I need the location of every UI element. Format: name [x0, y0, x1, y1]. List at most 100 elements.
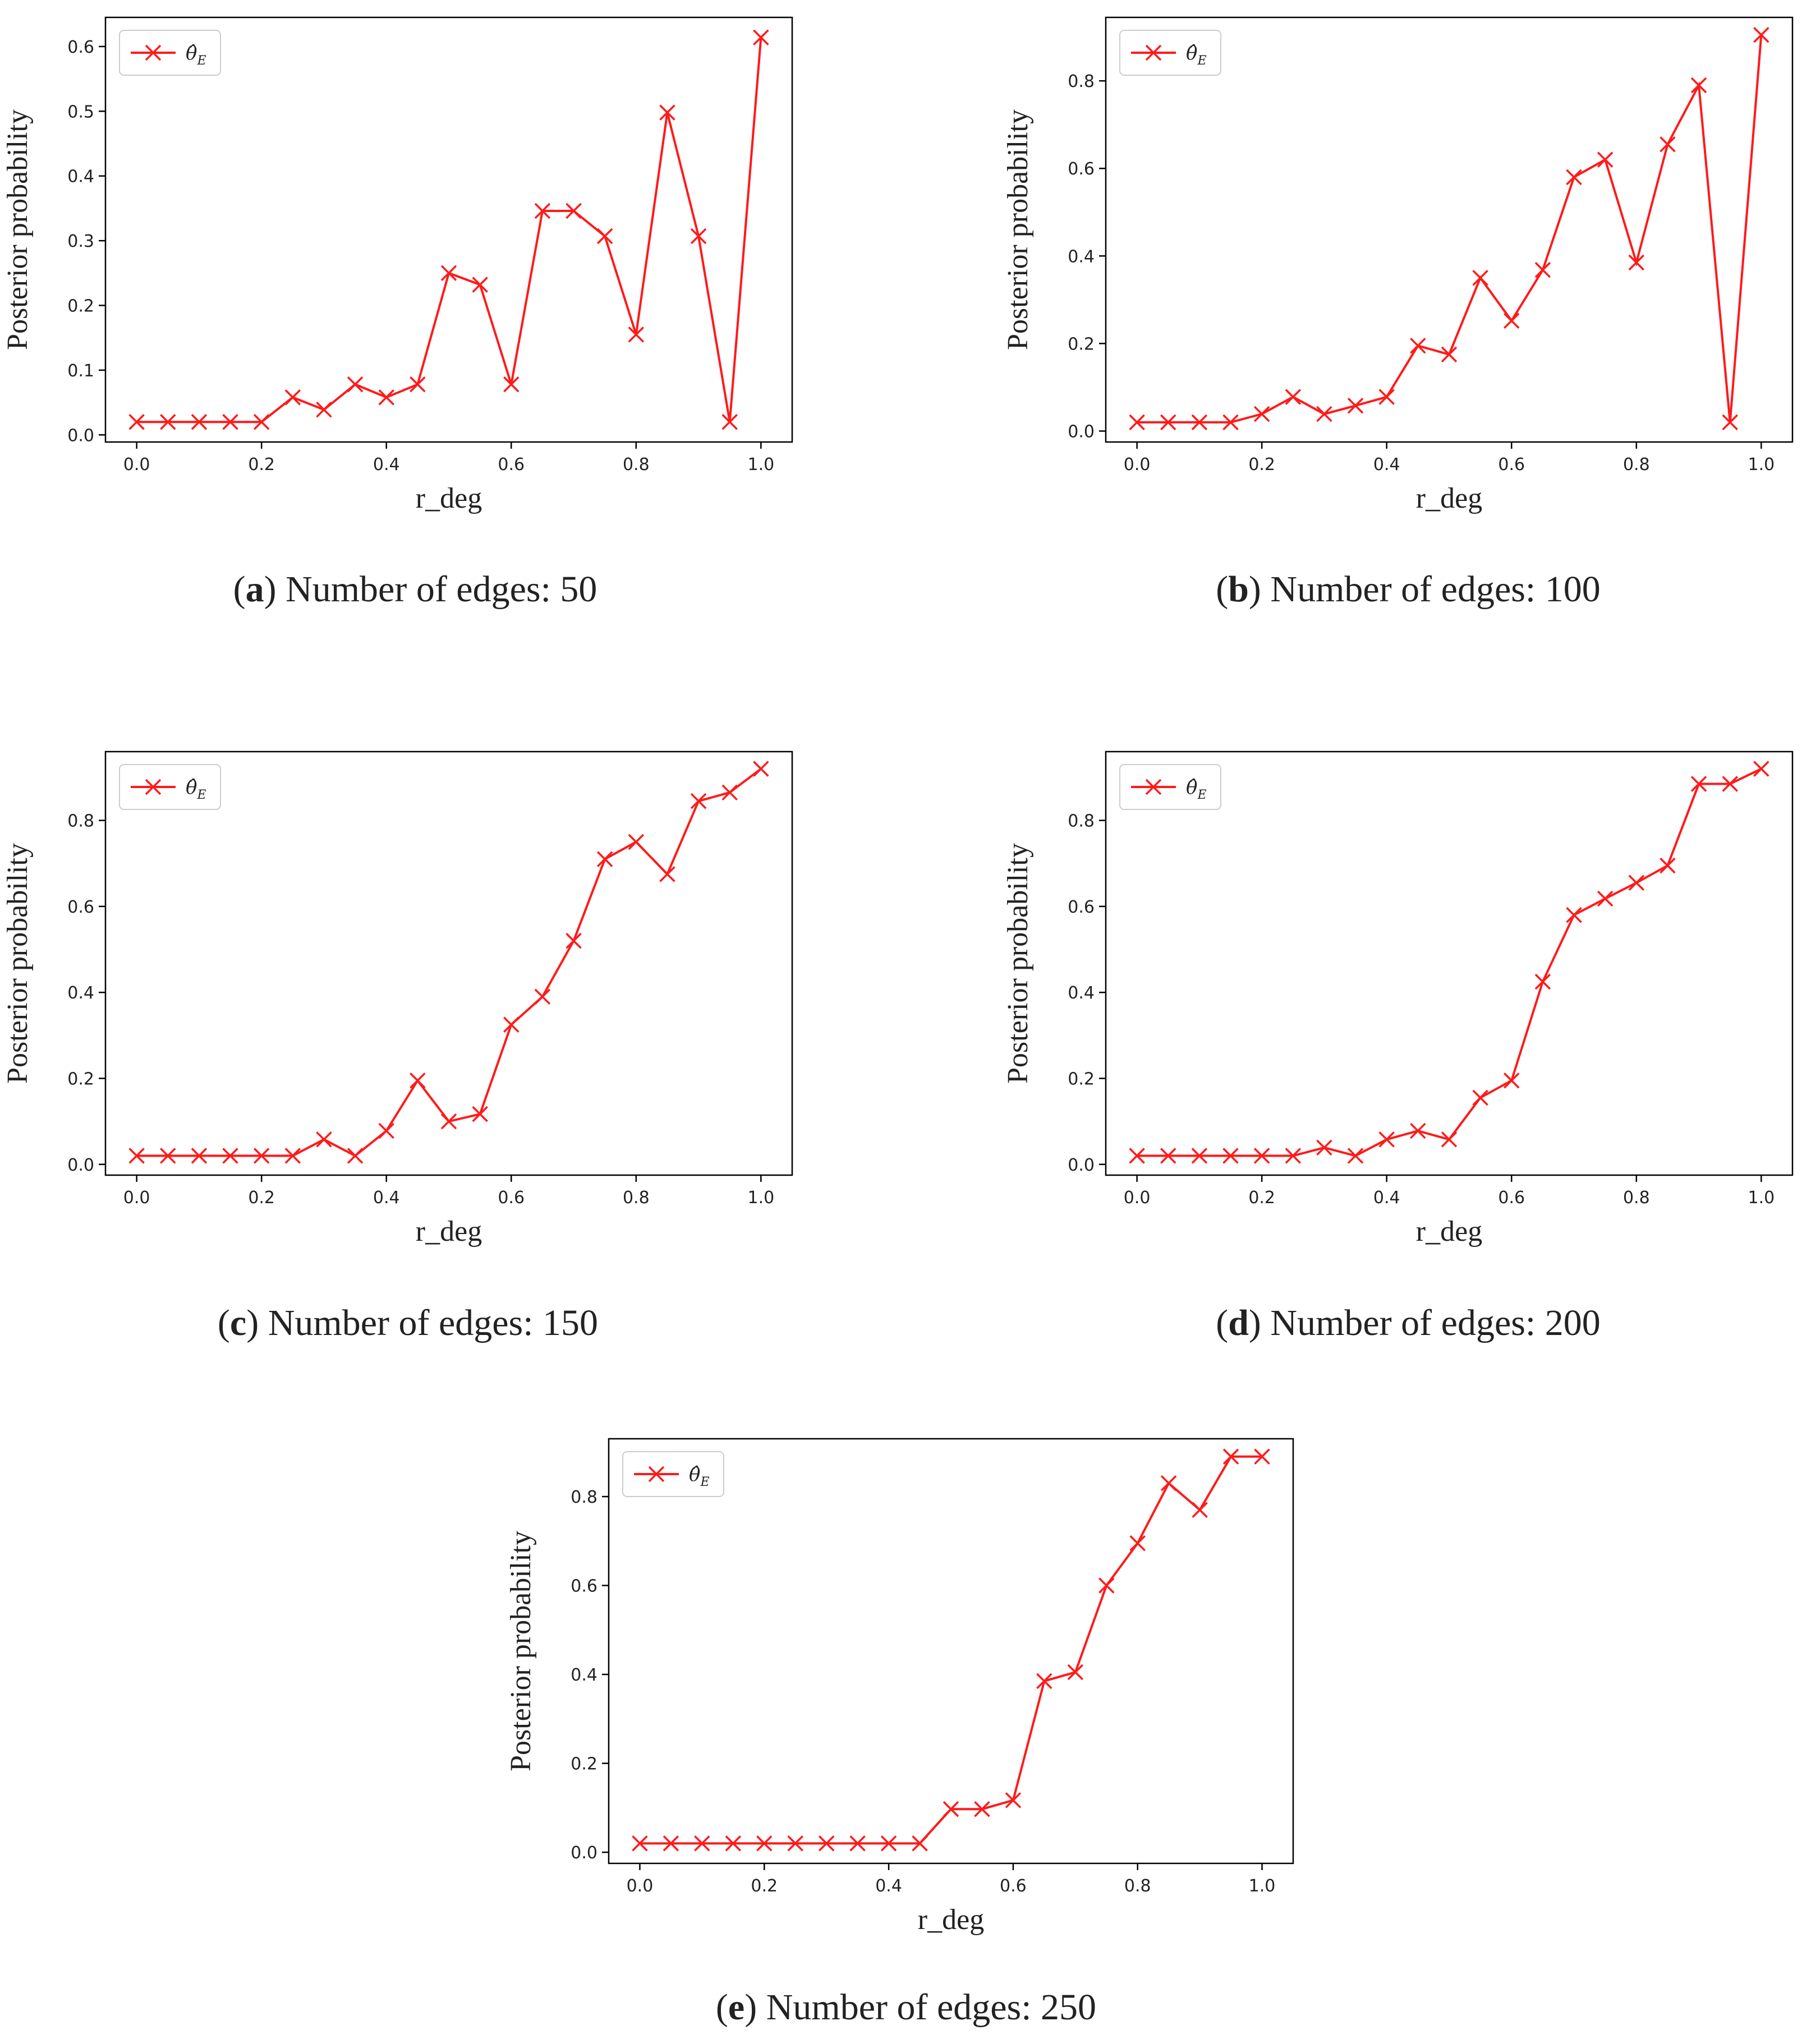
data-point-marker [1534, 262, 1551, 278]
data-point-marker [284, 389, 301, 406]
data-point-marker [1410, 338, 1426, 354]
x-tick-label: 0.4 [373, 455, 400, 475]
y-axis-label: Posterior probability [505, 1531, 537, 1771]
data-point-marker [160, 1148, 176, 1164]
data-point-marker [849, 1835, 866, 1852]
caption-text: Number of edges: 200 [1270, 1302, 1600, 1343]
y-tick-label: 0.6 [67, 897, 94, 917]
data-point-marker [596, 228, 613, 245]
caption-letter: d [1228, 1302, 1249, 1343]
data-point-marker [1472, 270, 1488, 286]
data-point-marker [690, 228, 707, 245]
x-tick-label: 0.6 [1000, 1876, 1027, 1896]
x-tick-label: 0.4 [373, 1188, 400, 1208]
legend-label: θ̂E [1186, 42, 1207, 68]
x-tick-label: 0.8 [623, 1188, 650, 1208]
data-point-marker [628, 834, 645, 850]
data-point-marker [1316, 1139, 1332, 1156]
data-point-marker [659, 104, 675, 121]
y-tick-label: 0.6 [1068, 159, 1095, 179]
data-point-marker [1690, 776, 1707, 792]
data-point-marker [1253, 406, 1270, 422]
data-point-marker [1129, 1535, 1146, 1552]
x-axis-label: r_deg [416, 482, 482, 514]
data-point-marker [787, 1835, 803, 1852]
caption-text: Number of edges: 50 [286, 569, 597, 610]
x-tick-label: 0.6 [498, 455, 525, 475]
data-point-marker [1378, 389, 1395, 405]
x-axis-label: r_deg [1416, 482, 1482, 514]
y-tick-label: 0.4 [1068, 247, 1095, 266]
data-point-marker [1129, 1148, 1145, 1164]
caption-e: (e) Number of edges: 250 [716, 1987, 1096, 2028]
data-point-marker [253, 413, 270, 430]
data-point-marker [663, 1835, 679, 1852]
caption-letter: b [1228, 569, 1249, 610]
data-point-marker [440, 265, 457, 282]
y-tick-label: 0.6 [571, 1577, 597, 1596]
data-point-marker [912, 1835, 928, 1852]
x-tick-label: 0.0 [627, 1876, 654, 1896]
data-point-marker [694, 1835, 710, 1852]
chart-panel-a: 0.0 0.2 0.4 0.6 0.8 1.0 0.0 0.1 0.2 0.3 0.4 0.5 0.6 r… [2, 16, 793, 514]
data-point-marker [1160, 1475, 1177, 1491]
legend-label: θ̂E [186, 42, 206, 68]
y-axis-label: Posterior probability [2, 109, 34, 350]
data-point-marker [1036, 1673, 1052, 1689]
data-point-marker [472, 1106, 488, 1122]
x-tick-label: 0.4 [1373, 455, 1400, 475]
y-tick-label: 0.2 [1068, 1070, 1095, 1089]
data-point-marker [1378, 1131, 1395, 1148]
data-point-marker [503, 376, 520, 393]
data-point-marker [1347, 397, 1364, 414]
data-point-marker [1597, 890, 1613, 907]
x-tick-label: 1.0 [1748, 1188, 1775, 1208]
legend-marker [145, 779, 162, 795]
data-point-marker [628, 326, 645, 343]
y-tick-label: 0.2 [571, 1755, 597, 1774]
y-tick-label: 0.2 [67, 297, 94, 316]
x-tick-label: 0.2 [1248, 1188, 1275, 1208]
data-point-marker [725, 1835, 742, 1852]
data-point-marker [880, 1835, 897, 1852]
x-tick-label: 0.0 [123, 1188, 150, 1208]
data-point-marker [659, 866, 675, 882]
x-tick-label: 0.8 [1124, 1876, 1151, 1896]
caption-letter: a [246, 569, 264, 610]
caption-text: Number of edges: 250 [766, 1987, 1096, 2028]
y-tick-label: 0.4 [67, 167, 94, 187]
data-point-marker [1160, 414, 1176, 431]
x-tick-label: 0.0 [123, 455, 150, 475]
y-tick-label: 0.0 [1068, 1155, 1095, 1175]
data-point-marker [1660, 136, 1676, 153]
data-point-marker [1285, 389, 1302, 405]
data-point-marker [1441, 346, 1458, 363]
x-tick-label: 0.2 [248, 1188, 275, 1208]
data-point-marker [191, 413, 208, 430]
data-point-marker [1690, 77, 1707, 94]
data-point-marker [316, 1131, 332, 1148]
legend-label: θ̂E [689, 1463, 710, 1489]
data-point-marker [1660, 857, 1676, 874]
caption-text: Number of edges: 150 [268, 1302, 598, 1343]
data-point-marker [1722, 414, 1738, 431]
data-point-marker [632, 1835, 648, 1852]
data-point-marker [1160, 1148, 1176, 1164]
y-tick-label: 0.6 [1068, 897, 1095, 917]
data-point-marker [128, 1148, 145, 1164]
y-tick-label: 0.3 [67, 232, 94, 251]
data-point-marker [1628, 254, 1645, 271]
y-tick-label: 0.0 [67, 1155, 94, 1175]
data-point-marker [1191, 1148, 1208, 1164]
chart-panel-d: 0.0 0.2 0.4 0.6 0.8 1.0 0.0 0.2 0.4 0.6 0.8 r_deg Po… [1002, 751, 1794, 1247]
data-point-marker [721, 413, 738, 430]
data-point-marker [410, 1072, 426, 1089]
y-tick-label: 0.8 [1068, 812, 1095, 831]
data-point-marker [1222, 1148, 1239, 1164]
y-tick-label: 0.8 [67, 812, 94, 831]
x-tick-label: 0.2 [1248, 455, 1275, 475]
x-axis-label: r_deg [918, 1904, 984, 1936]
x-tick-label: 0.6 [1498, 1188, 1525, 1208]
y-tick-label: 0.0 [1068, 422, 1095, 441]
legend-marker [145, 44, 162, 61]
